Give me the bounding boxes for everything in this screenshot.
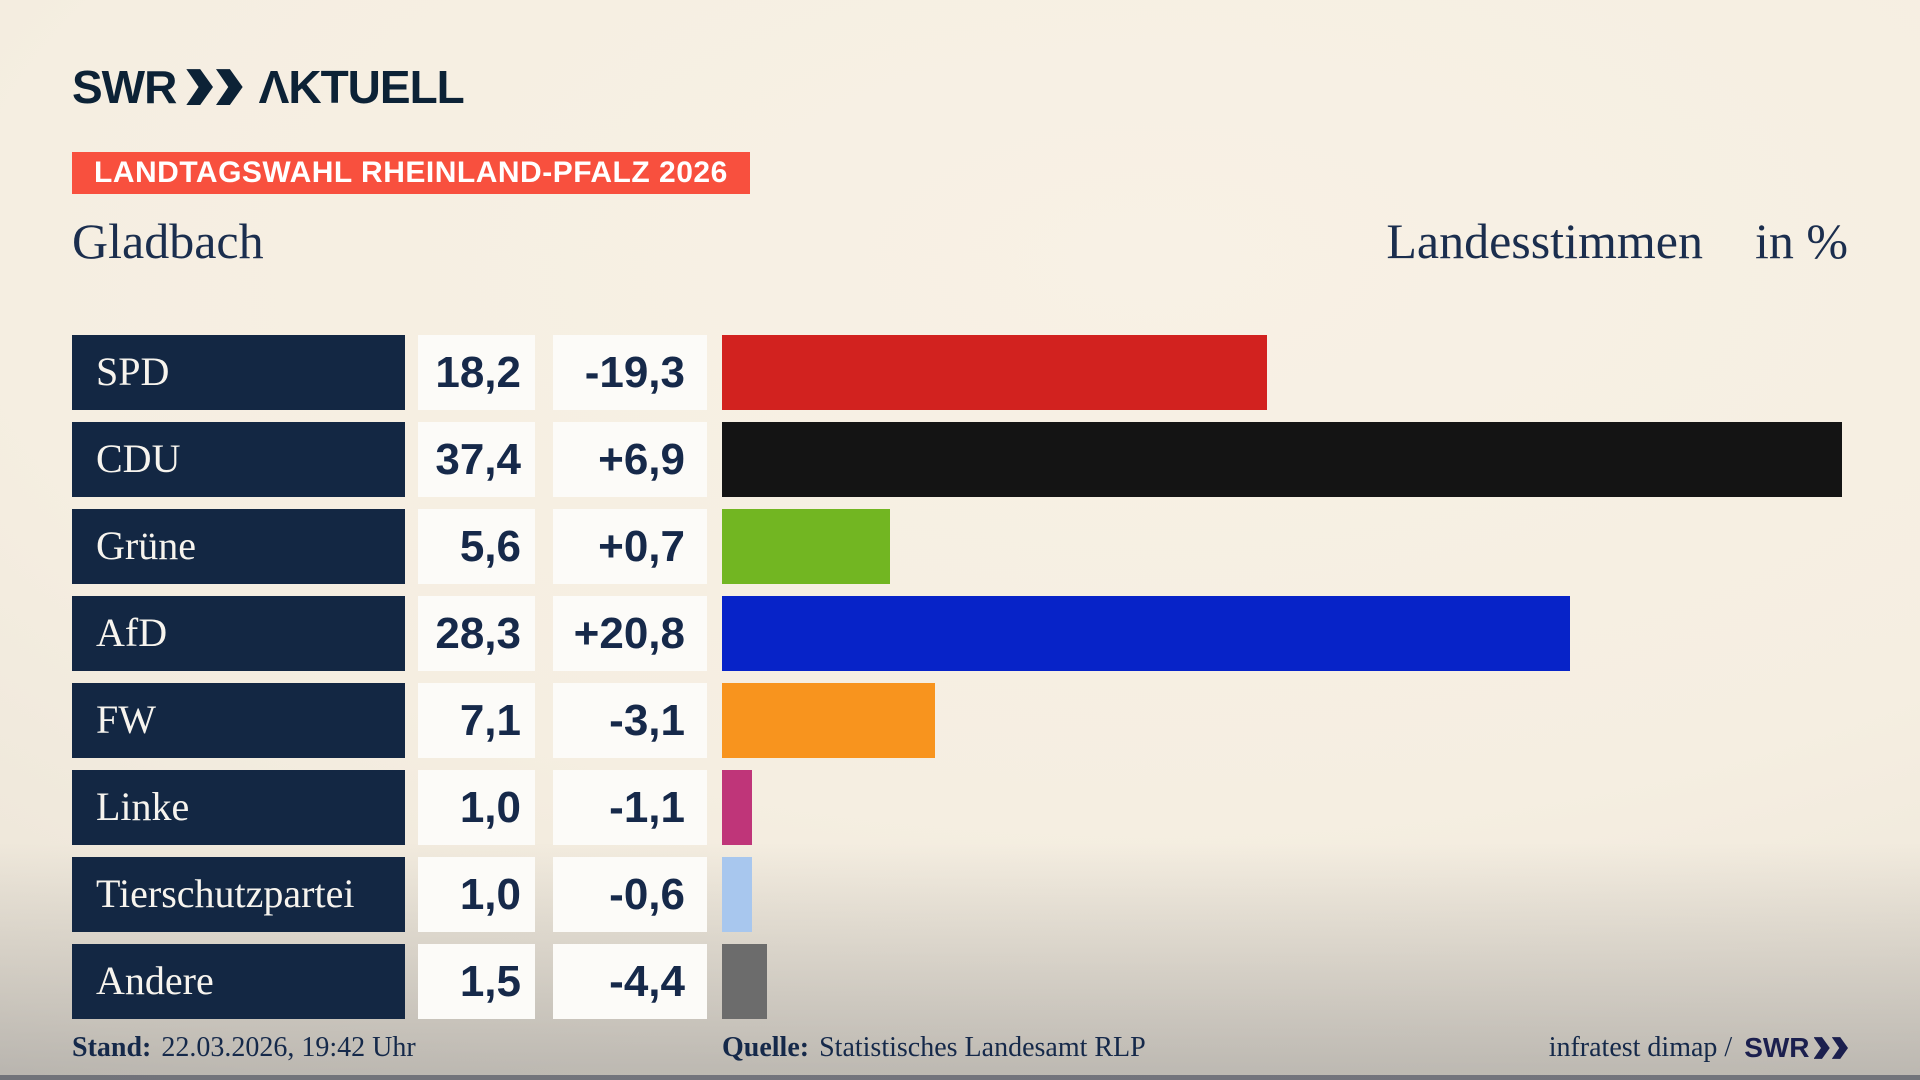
result-value: 1,5 <box>418 944 535 1019</box>
result-value: 28,3 <box>418 596 535 671</box>
result-bar <box>722 770 752 845</box>
result-row-fw: FW 7,1 -3,1 <box>0 683 1920 758</box>
result-bar <box>722 596 1570 671</box>
election-banner: LANDTAGSWAHL RHEINLAND-PFALZ 2026 <box>72 152 750 194</box>
result-bar <box>722 335 1268 410</box>
result-row-andere: Andere 1,5 -4,4 <box>0 944 1920 1019</box>
party-label: AfD <box>72 596 405 671</box>
logo-brand-text: SWR <box>72 61 177 113</box>
result-value: 7,1 <box>418 683 535 758</box>
result-row-gruene: Grüne 5,6 +0,7 <box>0 509 1920 584</box>
result-value: 1,0 <box>418 770 535 845</box>
stand-timestamp: Stand: 22.03.2026, 19:42 Uhr <box>72 1028 416 1068</box>
swr-aktuell-logo: SWR ΛKTUELL <box>72 61 465 113</box>
quelle-label: Quelle: <box>722 1032 810 1063</box>
result-diff: +0,7 <box>553 509 707 584</box>
subtitle-main: Landesstimmen <box>1386 213 1703 269</box>
stand-value: 22.03.2026, 19:42 Uhr <box>161 1032 416 1063</box>
swr-footer-logo: SWR <box>1744 1028 1848 1068</box>
result-bar <box>722 683 935 758</box>
logo-product-text: ΛKTUELL <box>258 61 465 113</box>
result-value: 18,2 <box>418 335 535 410</box>
result-diff: +20,8 <box>553 596 707 671</box>
result-value: 1,0 <box>418 857 535 932</box>
quelle-value: Statistisches Landesamt RLP <box>819 1032 1146 1063</box>
footer: Stand: 22.03.2026, 19:42 Uhr Quelle: Stati… <box>0 1028 1920 1068</box>
result-bar <box>722 422 1843 497</box>
party-label: Linke <box>72 770 405 845</box>
stand-label: Stand: <box>72 1032 152 1063</box>
result-row-cdu: CDU 37,4 +6,9 <box>0 422 1920 497</box>
credit: infratest dimap / SWR <box>1549 1028 1848 1068</box>
party-label: FW <box>72 683 405 758</box>
credit-text: infratest dimap / <box>1548 1032 1733 1063</box>
result-diff: -3,1 <box>553 683 707 758</box>
party-label: Grüne <box>72 509 405 584</box>
subtitle-unit: in % <box>1754 213 1848 269</box>
party-label: CDU <box>72 422 405 497</box>
result-diff: +6,9 <box>553 422 707 497</box>
result-row-tierschutzpartei: Tierschutzpartei 1,0 -0,6 <box>0 857 1920 932</box>
party-label: Andere <box>72 944 405 1019</box>
party-label: SPD <box>72 335 405 410</box>
chart-subtitle: Landesstimmen in % <box>1386 212 1848 270</box>
result-diff: -19,3 <box>553 335 707 410</box>
result-value: 5,6 <box>418 509 535 584</box>
result-row-afd: AfD 28,3 +20,8 <box>0 596 1920 671</box>
result-row-spd: SPD 18,2 -19,3 <box>0 335 1920 410</box>
result-row-linke: Linke 1,0 -1,1 <box>0 770 1920 845</box>
result-bar <box>722 857 752 932</box>
result-diff: -0,6 <box>553 857 707 932</box>
result-diff: -1,1 <box>553 770 707 845</box>
double-chevron-icon <box>186 69 243 105</box>
party-label: Tierschutzpartei <box>72 857 405 932</box>
municipality-title: Gladbach <box>72 213 264 269</box>
result-bar <box>722 509 890 584</box>
result-bar <box>722 944 767 1019</box>
result-value: 37,4 <box>418 422 535 497</box>
source-note: Quelle: Statistisches Landesamt RLP <box>722 1028 1146 1068</box>
double-chevron-icon <box>1813 1037 1848 1059</box>
result-diff: -4,4 <box>553 944 707 1019</box>
